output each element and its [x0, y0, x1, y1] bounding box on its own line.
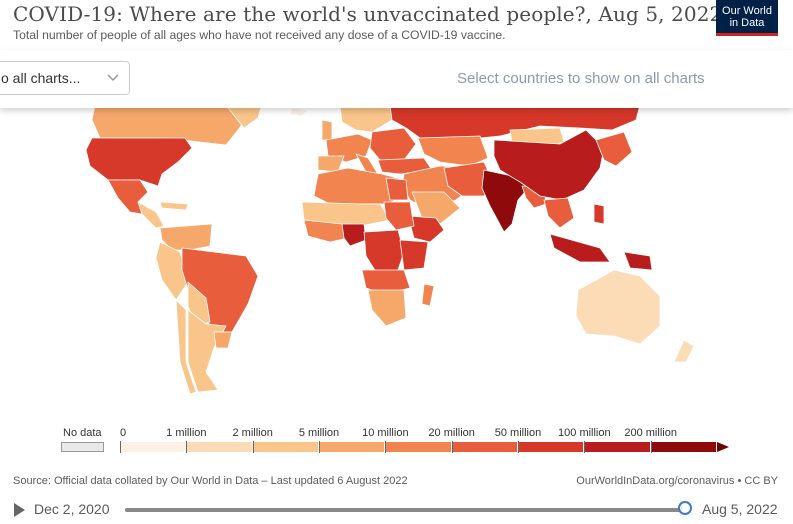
legend-bin-2[interactable]: [252, 442, 319, 452]
world-map: [85, 103, 695, 395]
chevron-down-icon: [107, 74, 119, 82]
map-region-uruguay-south-brazil[interactable]: [213, 331, 233, 349]
map-region-eastern-europe[interactable]: [369, 127, 417, 161]
credit-link[interactable]: OurWorldInData.org/coronavirus • CC BY: [576, 475, 778, 487]
map-region-kazakhstan-central-asia[interactable]: [417, 135, 489, 167]
legend-tick-label: 20 million: [428, 427, 475, 439]
legend-bin-5[interactable]: [451, 442, 518, 452]
legend-tick-label: 2 million: [232, 427, 273, 439]
legend-tick-mark: [319, 441, 320, 453]
map-region-korea-japan[interactable]: [595, 131, 633, 167]
legend-top-arrow: [717, 442, 729, 452]
timeline-handle[interactable]: [678, 501, 692, 515]
chart-subtitle: Total number of people of all ages who h…: [13, 28, 506, 42]
map-region-scandinavia[interactable]: [339, 104, 393, 133]
map-region-madagascar[interactable]: [421, 283, 435, 307]
map-region-sudan[interactable]: [383, 201, 415, 231]
legend-bin-0[interactable]: [120, 442, 187, 452]
map-region-new-zealand[interactable]: [673, 339, 695, 363]
map-region-iran-afghanistan-pakistan[interactable]: [443, 161, 493, 197]
legend-bin-3[interactable]: [319, 442, 386, 452]
map-region-china[interactable]: [493, 129, 605, 201]
timeline-start-date[interactable]: Dec 2, 2020: [34, 501, 110, 517]
legend-tick-mark: [120, 441, 121, 453]
legend-bin-4[interactable]: [385, 442, 452, 452]
map-region-arabia[interactable]: [411, 191, 461, 225]
legend: No data 0 1 million 2 million 5 million 10 m…: [0, 420, 793, 460]
legend-tick-mark: [650, 441, 652, 453]
map-region-nigeria[interactable]: [341, 223, 367, 247]
legend-tick-label: 200 million: [624, 427, 677, 439]
map-region-argentina[interactable]: [187, 309, 227, 393]
legend-tick-label: 100 million: [558, 427, 611, 439]
map-region-uk[interactable]: [321, 119, 333, 141]
owid-logo[interactable]: Our World in Data: [716, 0, 778, 36]
chart-title: COVID-19: Where are the world's unvaccin…: [13, 2, 723, 26]
map-region-ethiopia[interactable]: [407, 215, 445, 243]
map-region-philippines[interactable]: [593, 203, 605, 225]
map-region-chile[interactable]: [175, 299, 197, 395]
legend-tick-label: 1 million: [166, 427, 207, 439]
map-region-southern-africa[interactable]: [367, 289, 407, 327]
legend-tick-label: 10 million: [362, 427, 409, 439]
map-region-central-africa[interactable]: [363, 229, 405, 273]
map-region-usa[interactable]: [85, 137, 193, 187]
logo-line-2: in Data: [729, 17, 765, 29]
map-region-west-africa[interactable]: [303, 219, 349, 243]
legend-tick-mark: [385, 441, 387, 453]
play-icon[interactable]: [14, 503, 25, 517]
map-region-east-africa[interactable]: [399, 239, 429, 271]
map-region-new-guinea[interactable]: [623, 251, 653, 271]
legend-no-data-label: No data: [63, 427, 102, 439]
map-region-southeast-asia[interactable]: [543, 197, 575, 229]
country-selection-toolbar: o all charts... Select countries to show…: [0, 50, 793, 108]
legend-tick-mark: [186, 441, 188, 453]
map-region-iceland[interactable]: [289, 107, 309, 117]
legend-tick-mark: [451, 441, 453, 453]
legend-tick-label: 0: [119, 427, 127, 439]
timeline: Dec 2, 2020 Aug 5, 2022: [0, 496, 793, 524]
source-note: Source: Official data collated by Our Wo…: [13, 475, 408, 487]
legend-tick-mark: [252, 441, 254, 453]
dropdown-label: o all charts...: [1, 70, 81, 86]
legend-bin-8[interactable]: [650, 442, 717, 452]
select-countries-link[interactable]: Select countries to show on all charts: [457, 70, 705, 87]
legend-tick-label: 5 million: [298, 427, 340, 439]
legend-tick-mark: [584, 441, 586, 453]
legend-bin-1[interactable]: [186, 442, 253, 452]
map-region-indonesia[interactable]: [549, 233, 611, 263]
timeline-end-date[interactable]: Aug 5, 2022: [702, 501, 778, 517]
legend-bin-6[interactable]: [518, 442, 585, 452]
legend-tick-label: 50 million: [494, 427, 542, 439]
map-region-australia[interactable]: [575, 269, 661, 345]
timeline-track-fill: [125, 508, 685, 512]
legend-bin-7[interactable]: [584, 442, 651, 452]
legend-tick-mark: [518, 441, 519, 453]
map-region-caribbean[interactable]: [159, 201, 189, 211]
logo-line-1: Our World: [722, 5, 772, 17]
apply-to-charts-dropdown[interactable]: o all charts...: [0, 61, 130, 95]
legend-no-data-swatch[interactable]: [61, 442, 104, 452]
map-region-central-america[interactable]: [137, 201, 165, 229]
map-region-egypt[interactable]: [385, 177, 409, 201]
